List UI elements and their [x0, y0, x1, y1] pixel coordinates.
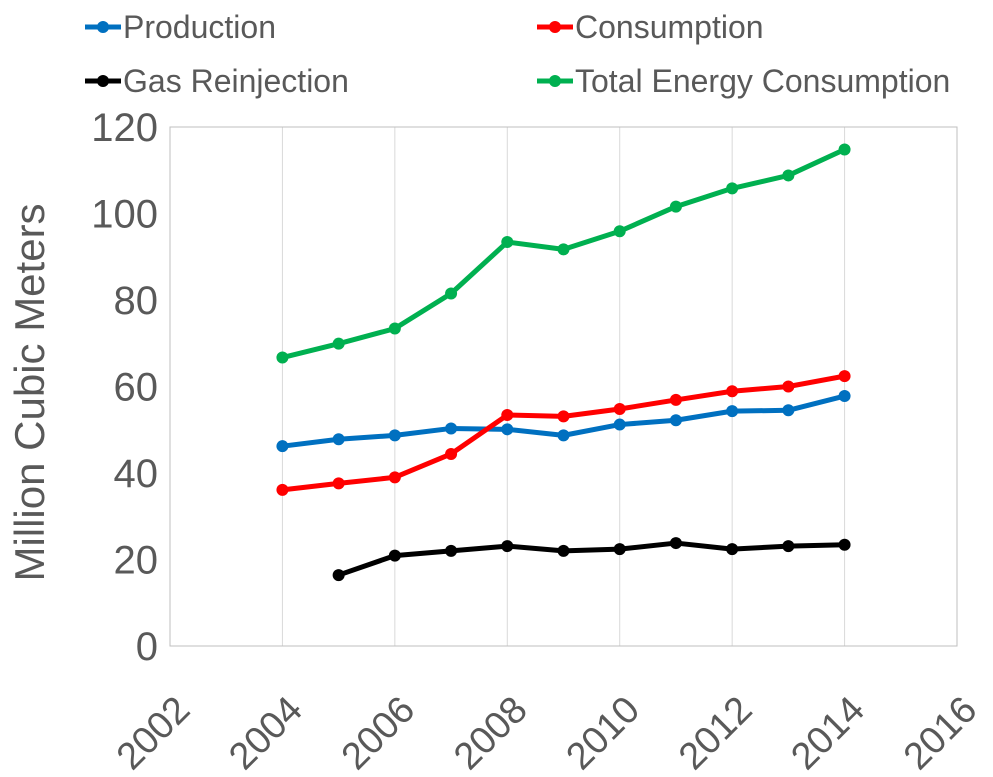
- data-point: [388, 471, 401, 484]
- data-point: [838, 143, 851, 156]
- data-point: [613, 402, 626, 415]
- data-point: [501, 236, 514, 249]
- plot-area: [169, 126, 958, 647]
- data-point: [445, 422, 458, 435]
- x-tick-labels: 2002 2004 2006 2008 2010 2012 2014 2016: [109, 689, 985, 777]
- y-tick-label: 20: [114, 539, 159, 583]
- data-point: [838, 370, 851, 383]
- legend-label: Gas Reinjection: [123, 63, 349, 99]
- data-point: [332, 569, 345, 582]
- data-point: [276, 483, 289, 496]
- data-point: [332, 477, 345, 490]
- data-point: [669, 537, 682, 550]
- data-point: [782, 169, 795, 182]
- data-point: [782, 540, 795, 553]
- data-point: [726, 405, 739, 418]
- data-point: [501, 409, 514, 422]
- y-tick-label: 60: [114, 366, 159, 410]
- data-point: [613, 225, 626, 238]
- legend-item-gas-reinjection: Gas Reinjection: [85, 63, 349, 99]
- legend-label: Consumption: [575, 9, 764, 45]
- legend: Production Consumption Gas Reinjection Tota…: [85, 9, 950, 99]
- data-point: [613, 543, 626, 556]
- x-tick-label: 2004: [221, 689, 310, 772]
- y-tick-label: 0: [136, 625, 158, 669]
- data-point: [276, 351, 289, 364]
- data-point: [501, 423, 514, 436]
- data-point: [557, 243, 570, 256]
- x-tick-label: 2014: [783, 689, 872, 772]
- data-point: [669, 393, 682, 406]
- data-point: [388, 429, 401, 442]
- data-point: [726, 182, 739, 195]
- x-tick-label: 2010: [559, 689, 648, 772]
- data-point: [557, 410, 570, 423]
- data-point: [445, 544, 458, 557]
- data-point: [332, 433, 345, 446]
- y-tick-label: 120: [91, 106, 158, 150]
- data-point: [332, 337, 345, 350]
- data-point: [388, 322, 401, 335]
- data-point: [838, 390, 851, 403]
- x-tick-label: 2006: [334, 689, 423, 772]
- legend-item-total-energy-consumption: Total Energy Consumption: [537, 63, 950, 99]
- data-point: [782, 404, 795, 417]
- data-point: [276, 440, 289, 453]
- data-point: [613, 418, 626, 431]
- series-layer: [276, 143, 851, 582]
- data-point: [501, 540, 514, 553]
- y-tick-label: 80: [114, 279, 159, 323]
- data-point: [445, 287, 458, 300]
- data-point: [388, 549, 401, 562]
- x-tick-label: 2002: [109, 689, 198, 772]
- x-tick-label: 2016: [896, 689, 985, 772]
- data-point: [557, 429, 570, 442]
- data-point: [669, 200, 682, 213]
- legend-swatch-marker: [549, 75, 561, 87]
- legend-swatch-marker: [97, 75, 109, 87]
- legend-label: Total Energy Consumption: [575, 63, 950, 99]
- legend-swatch-marker: [549, 21, 561, 33]
- data-point: [726, 385, 739, 398]
- series-total-energy-consumption: [276, 143, 851, 364]
- series-line-gas-reinjection: [336, 540, 848, 578]
- legend-swatch-marker: [97, 21, 109, 33]
- data-point: [838, 538, 851, 551]
- data-point: [557, 544, 570, 557]
- series-consumption: [276, 370, 851, 496]
- series-production: [276, 390, 851, 453]
- x-tick-label: 2012: [671, 689, 760, 772]
- legend-item-production: Production: [85, 9, 276, 45]
- y-axis-title: Million Cubic Meters: [6, 203, 53, 581]
- y-tick-label: 100: [91, 193, 158, 237]
- data-point: [782, 380, 795, 393]
- data-point: [726, 543, 739, 556]
- legend-label: Production: [123, 9, 276, 45]
- y-tick-label: 40: [114, 452, 159, 496]
- data-point: [445, 447, 458, 460]
- y-tick-labels: 0 20 40 60 80 100 120: [91, 106, 158, 669]
- x-tick-label: 2008: [446, 689, 535, 772]
- data-point: [669, 414, 682, 427]
- legend-item-consumption: Consumption: [537, 9, 764, 45]
- series-gas-reinjection: [332, 537, 851, 582]
